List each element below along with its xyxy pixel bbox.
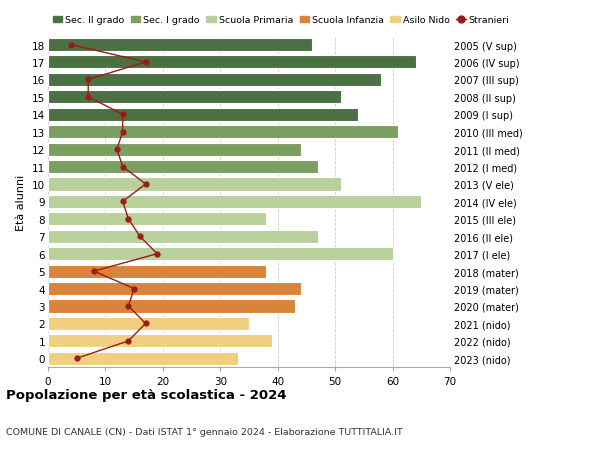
Bar [48, 143, 301, 157]
Bar [48, 352, 238, 365]
Bar [48, 247, 392, 261]
Legend: Sec. II grado, Sec. I grado, Scuola Primaria, Scuola Infanzia, Asilo Nido, Stran: Sec. II grado, Sec. I grado, Scuola Prim… [53, 17, 509, 25]
Bar [48, 196, 421, 208]
Bar [48, 56, 416, 69]
Bar [48, 161, 318, 174]
Bar [48, 126, 398, 139]
Bar [48, 178, 341, 191]
Bar [48, 282, 301, 296]
Bar [48, 335, 272, 347]
Bar [48, 213, 266, 226]
Text: COMUNE DI CANALE (CN) - Dati ISTAT 1° gennaio 2024 - Elaborazione TUTTITALIA.IT: COMUNE DI CANALE (CN) - Dati ISTAT 1° ge… [6, 427, 403, 436]
Bar [48, 265, 266, 278]
Y-axis label: Età alunni: Età alunni [16, 174, 26, 230]
Bar [48, 317, 249, 330]
Bar [48, 230, 318, 243]
Bar [48, 74, 381, 87]
Bar [48, 91, 341, 104]
Text: Popolazione per età scolastica - 2024: Popolazione per età scolastica - 2024 [6, 388, 287, 401]
Bar [48, 108, 358, 122]
Bar [48, 300, 295, 313]
Bar [48, 39, 312, 52]
